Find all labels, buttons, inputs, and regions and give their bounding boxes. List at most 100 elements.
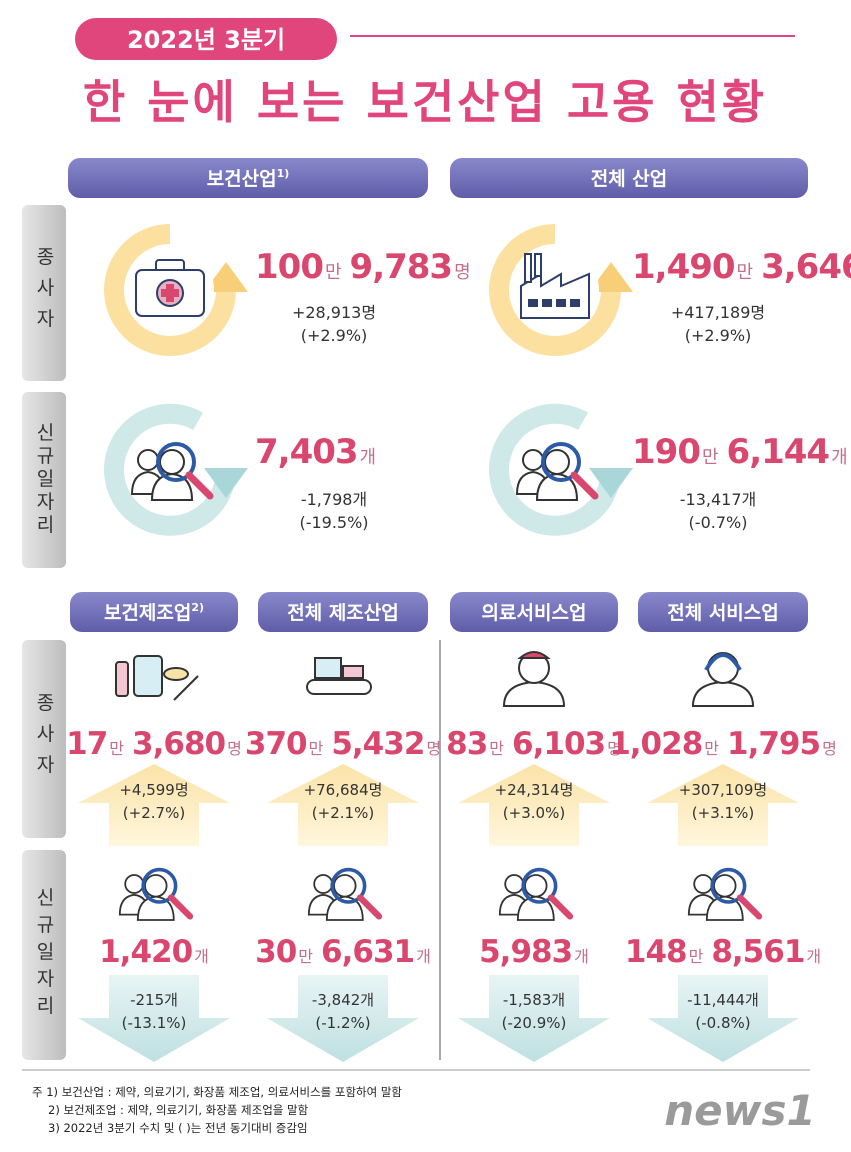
change: -13,417개 (680, 490, 756, 509)
kit-icon (135, 259, 205, 317)
icon-part (544, 449, 570, 475)
figure-number: 6,103 (512, 726, 605, 762)
icon-part (570, 471, 599, 500)
change: -1,583개 (503, 991, 565, 1009)
icon-part (704, 653, 742, 672)
icon-part (504, 874, 525, 894)
rate: (-19.5%) (299, 513, 368, 532)
header-bg (638, 592, 808, 632)
icon-part (707, 652, 739, 684)
figure: 1,028 만 1,795 명 (609, 726, 837, 762)
figure-number: 7,403 (255, 432, 358, 472)
icon-part (330, 867, 367, 904)
icon-part (167, 894, 194, 920)
figure: 7,403 개 (255, 432, 376, 472)
figure-unit: 개 (831, 447, 848, 468)
rate: (-0.7%) (689, 513, 748, 532)
ring (489, 403, 621, 536)
figure-unit: 만 (325, 262, 342, 283)
row-label-bg (22, 392, 66, 568)
watermark: news1 (664, 1086, 815, 1135)
icon-part (313, 874, 334, 894)
item-icon (115, 655, 199, 701)
column-header-note: 2) (191, 601, 204, 614)
change: +4,599명 (119, 781, 188, 799)
figure-number: 3,646 (761, 247, 851, 287)
figure-unit: 만 (737, 262, 754, 283)
figure: 100 만 9,783 명 (255, 247, 471, 287)
people-icon (130, 442, 214, 501)
icon-part (541, 442, 581, 482)
rate: (-13.1%) (122, 1014, 187, 1032)
rate: (+2.7%) (123, 804, 185, 822)
ring (489, 224, 621, 356)
figure-unit: 명 (227, 739, 242, 758)
up-arrow (267, 764, 419, 846)
icon-part (173, 675, 199, 701)
header-bg (450, 158, 808, 198)
ring (104, 224, 236, 356)
figure-number: 8,561 (711, 934, 804, 970)
figure-unit: 만 (489, 739, 504, 758)
icon-part (156, 442, 196, 482)
figure-number: 5,983 (479, 934, 572, 970)
ring-arrow (204, 262, 248, 292)
icon-part (521, 867, 558, 904)
icon-part (691, 680, 755, 707)
icon-part (306, 679, 372, 695)
figure-number: 370 (245, 726, 307, 762)
people-icon (498, 867, 574, 921)
icon-part (333, 874, 357, 898)
people-icon (307, 867, 383, 921)
figure-number: 190 (632, 432, 700, 472)
icon-part (522, 449, 544, 471)
icon-part (542, 299, 552, 307)
icon-part (133, 655, 163, 697)
column-header: 보건제조업2) (104, 601, 204, 624)
figure-unit: 개 (416, 947, 431, 966)
figure-unit: 만 (704, 739, 719, 758)
rate: (+3.1%) (692, 804, 754, 822)
change: +28,913명 (292, 303, 376, 322)
row-label: 종사자 (33, 247, 55, 340)
change: -11,444개 (687, 991, 759, 1009)
rate: (+2.9%) (685, 326, 752, 345)
icon-part (185, 471, 214, 500)
rate: (-1.2%) (315, 1014, 370, 1032)
figure-unit: 개 (194, 947, 209, 966)
column-header-label: 전체 제조산업 (287, 602, 399, 624)
figure-number: 6,144 (727, 432, 830, 472)
figure-number: 1,795 (727, 726, 820, 762)
column-header-label: 의료서비스업 (482, 602, 587, 624)
figure-unit: 만 (298, 947, 313, 966)
item-icon (306, 657, 372, 695)
rate: (+3.0%) (503, 804, 565, 822)
icon-part (161, 284, 179, 302)
figure-number: 1,490 (632, 247, 735, 287)
figure-unit: 만 (702, 447, 719, 468)
change: -215개 (130, 991, 178, 1009)
icon-part (710, 867, 747, 904)
icon-part (342, 665, 364, 679)
column-header-note: 1) (277, 167, 290, 180)
up-arrow (78, 764, 230, 846)
column-header-label: 전체 서비스업 (667, 602, 779, 624)
change: -3,842개 (312, 991, 374, 1009)
up-arrow (458, 764, 610, 846)
figure-number: 3,680 (132, 726, 225, 762)
item-icon (691, 652, 755, 707)
figure-number: 5,432 (331, 726, 424, 762)
row-label: 종사자 (33, 693, 55, 786)
rate: (-20.9%) (502, 1014, 567, 1032)
icon-part (115, 661, 129, 697)
rate: (+2.1%) (312, 804, 374, 822)
figure-number: 83 (446, 726, 487, 762)
figure: 83 만 6,103 명 (446, 726, 622, 762)
header-bg (450, 592, 618, 632)
icon-part (141, 867, 178, 904)
column-header: 의료서비스업 (482, 602, 587, 624)
ring (104, 403, 236, 536)
figure-unit: 개 (360, 447, 377, 468)
